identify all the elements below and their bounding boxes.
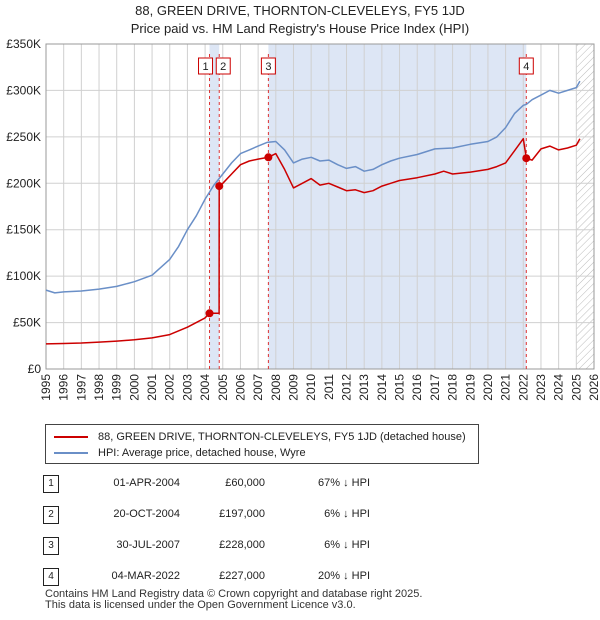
y-tick-label: £150K [6, 223, 41, 237]
y-tick-label: £200K [6, 176, 41, 190]
y-tick-label: £0 [28, 362, 42, 376]
sale-point [264, 153, 273, 162]
chart-title-line2: Price paid vs. HM Land Registry's House … [130, 21, 470, 36]
x-tick-label: 2022 [516, 374, 530, 401]
transaction-number-badge: 2 [43, 506, 59, 524]
x-tick-label: 1995 [39, 374, 53, 401]
sale-point [205, 309, 214, 318]
transaction-date: 04-MAR-2022 [111, 570, 180, 582]
x-tick-label: 2007 [251, 374, 265, 401]
transaction-date: 30-JUL-2007 [116, 539, 180, 551]
chart-title-line1: 88, GREEN DRIVE, THORNTON-CLEVELEYS, FY5… [135, 3, 465, 18]
x-tick-label: 2017 [428, 374, 442, 401]
x-tick-label: 2025 [569, 374, 583, 401]
sale-label-number: 4 [523, 61, 529, 73]
x-tick-label: 2002 [163, 374, 177, 401]
x-tick-label: 2020 [481, 374, 495, 401]
x-tick-label: 2014 [375, 374, 389, 401]
plot-border [45, 43, 595, 370]
x-tick-label: 1997 [74, 374, 88, 401]
footer-line1: Contains HM Land Registry data © Crown c… [45, 588, 423, 600]
chart-legend: 88, GREEN DRIVE, THORNTON-CLEVELEYS, FY5… [45, 424, 479, 464]
transaction-number-badge: 3 [43, 537, 59, 555]
table-row: 1 01-APR-2004 £60,000 67% ↓ HPI [40, 474, 400, 494]
legend-swatch-blue [54, 452, 88, 454]
sale-label-box [215, 57, 231, 75]
x-tick-label: 1996 [57, 374, 71, 401]
x-tick-label: 2019 [463, 374, 477, 401]
transaction-date: 01-APR-2004 [113, 477, 180, 489]
chart-title: 88, GREEN DRIVE, THORNTON-CLEVELEYS, FY5… [0, 2, 600, 38]
footer-attribution: Contains HM Land Registry data © Crown c… [45, 589, 422, 611]
sale-point [215, 182, 224, 191]
table-row: 2 20-OCT-2004 £197,000 6% ↓ HPI [40, 505, 400, 525]
x-tick-label: 1999 [110, 374, 124, 401]
sale-label-number: 3 [265, 61, 271, 73]
y-tick-label: £250K [6, 130, 41, 144]
sale-label-number: 1 [202, 61, 208, 73]
x-tick-label: 2001 [145, 374, 159, 401]
x-tick-label: 2008 [269, 374, 283, 401]
x-tick-label: 2016 [410, 374, 424, 401]
table-row: 3 30-JUL-2007 £228,000 6% ↓ HPI [40, 536, 400, 556]
x-tick-label: 2015 [393, 374, 407, 401]
y-tick-label: £300K [6, 83, 41, 97]
hpi-line [45, 80, 581, 294]
transaction-price: £228,000 [219, 539, 265, 551]
transaction-number-badge: 1 [43, 475, 59, 493]
transaction-price: £197,000 [219, 508, 265, 520]
legend-label-price-paid: 88, GREEN DRIVE, THORNTON-CLEVELEYS, FY5… [98, 431, 466, 443]
price-chart: £0 £50K £100K £150K £200K £250K £300K £350K 1995… [6, 37, 600, 401]
table-row: 4 04-MAR-2022 £227,000 20% ↓ HPI [40, 567, 400, 587]
x-tick-label: 1998 [92, 374, 106, 401]
transaction-hpi-diff: 6% ↓ HPI [324, 508, 370, 520]
x-tick-label: 2009 [286, 374, 300, 401]
forecast-hatch [576, 44, 594, 369]
sale-label-box [518, 57, 534, 75]
sale-point [522, 154, 531, 163]
ownership-shade [209, 44, 220, 369]
x-tick-label: 2010 [304, 374, 318, 401]
x-tick-label: 2004 [198, 374, 212, 401]
x-tick-label: 2000 [127, 374, 141, 401]
sale-label-box [198, 57, 214, 75]
x-tick-label: 2018 [446, 374, 460, 401]
transaction-price: £227,000 [219, 570, 265, 582]
transaction-number-badge: 4 [43, 568, 59, 586]
x-tick-label: 2023 [534, 374, 548, 401]
x-tick-label: 2026 [587, 374, 600, 401]
sale-label-number: 2 [220, 61, 226, 73]
x-tick-label: 2005 [216, 374, 230, 401]
transaction-hpi-diff: 6% ↓ HPI [324, 539, 370, 551]
sale-label-box [260, 57, 276, 75]
x-tick-label: 2011 [322, 374, 336, 400]
x-tick-label: 2006 [233, 374, 247, 401]
x-tick-label: 2024 [552, 374, 566, 401]
footer-line2: This data is licensed under the Open Gov… [45, 599, 356, 611]
x-tick-label: 2021 [499, 374, 513, 401]
x-tick-label: 2013 [357, 374, 371, 401]
y-tick-label: £50K [13, 316, 41, 330]
y-tick-label: £350K [6, 37, 41, 51]
price-paid-line [45, 137, 581, 345]
legend-label-hpi: HPI: Average price, detached house, Wyre [98, 447, 306, 459]
transaction-date: 20-OCT-2004 [113, 508, 180, 520]
legend-swatch-red [54, 436, 88, 438]
transaction-price: £60,000 [225, 477, 265, 489]
y-tick-label: £100K [6, 269, 41, 283]
x-tick-label: 2012 [340, 374, 354, 401]
transaction-hpi-diff: 20% ↓ HPI [318, 570, 370, 582]
x-tick-label: 2003 [180, 374, 194, 401]
transaction-hpi-diff: 67% ↓ HPI [318, 477, 370, 489]
